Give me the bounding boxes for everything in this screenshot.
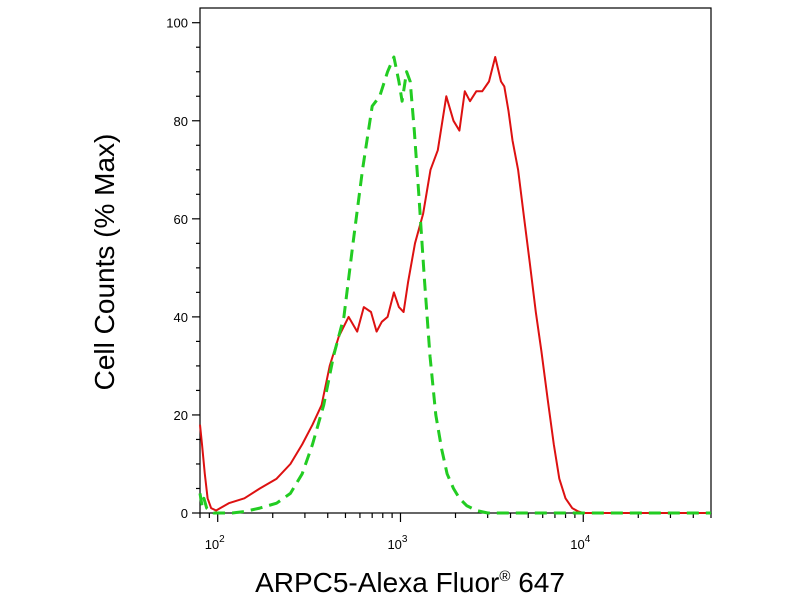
x-axis: 102 103 104 bbox=[199, 513, 712, 552]
plot-frame bbox=[199, 7, 712, 514]
series-layer bbox=[198, 55, 711, 515]
x-axis-title-main: ARPC5-Alexa Fluor bbox=[255, 567, 499, 598]
sample-histogram-line bbox=[199, 56, 711, 514]
control-histogram-line bbox=[198, 55, 711, 515]
y-tick-label: 60 bbox=[174, 212, 188, 227]
x-axis-title-suffix: 647 bbox=[510, 567, 565, 598]
y-tick-label: 20 bbox=[174, 408, 188, 423]
x-tick-label-base: 10 bbox=[570, 537, 584, 552]
x-tick-label-exponent: 2 bbox=[219, 534, 225, 545]
y-tick-label: 40 bbox=[174, 310, 188, 325]
plot-area bbox=[199, 7, 712, 514]
y-axis-title: Cell Counts (% Max) bbox=[89, 134, 120, 391]
y-tick-label: 0 bbox=[181, 506, 188, 521]
x-tick-label: 103 bbox=[387, 534, 407, 552]
x-axis-title-registered-mark: ® bbox=[499, 568, 510, 585]
x-tick-label: 102 bbox=[205, 534, 225, 552]
y-tick-label: 100 bbox=[166, 16, 188, 31]
x-tick-label: 104 bbox=[570, 534, 590, 552]
x-tick-label-base: 10 bbox=[205, 537, 219, 552]
y-tick-label: 80 bbox=[174, 114, 188, 129]
y-axis: 0 20 40 60 80 100 bbox=[166, 16, 200, 521]
x-tick-label-base: 10 bbox=[387, 537, 401, 552]
x-tick-label-exponent: 3 bbox=[402, 534, 408, 545]
x-tick-label-exponent: 4 bbox=[585, 534, 591, 545]
x-axis-title: ARPC5-Alexa Fluor® 647 bbox=[255, 567, 565, 598]
